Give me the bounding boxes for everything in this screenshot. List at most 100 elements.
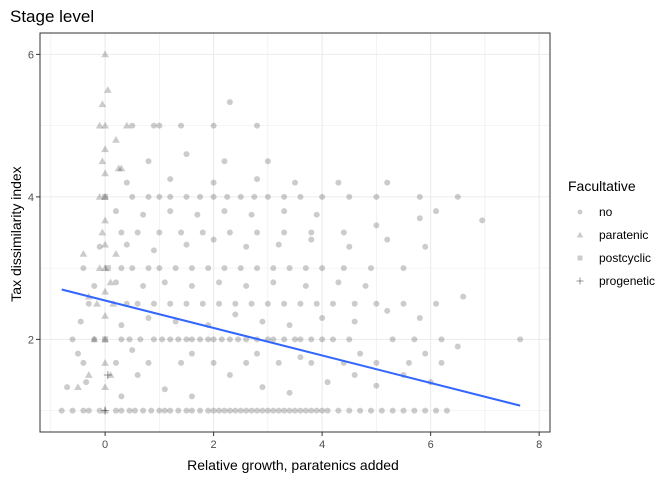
data-point-no (254, 265, 261, 272)
plus-key-icon (576, 277, 584, 285)
data-point-no (248, 407, 255, 414)
data-point-no (156, 122, 163, 129)
data-point-no (319, 315, 326, 321)
data-point-no (85, 407, 92, 414)
data-point-no (400, 300, 407, 307)
data-point-no (373, 193, 380, 200)
data-point-no (167, 193, 174, 200)
data-point-no (302, 265, 309, 272)
x-tick-label: 2 (211, 439, 217, 451)
data-point-no (226, 407, 233, 414)
data-point-paratenic (101, 311, 110, 319)
data-point-no (161, 407, 168, 414)
data-point-no (205, 265, 212, 272)
data-point-no (69, 407, 76, 414)
panel-border (39, 32, 551, 433)
data-point-no (74, 350, 81, 357)
data-point-no (367, 407, 374, 414)
data-point-no (340, 229, 347, 236)
data-point-no (292, 407, 298, 414)
data-point-paratenic (101, 216, 110, 224)
data-point-no (221, 158, 228, 165)
data-point-no (243, 282, 250, 289)
data-point-no (77, 318, 84, 325)
data-point-no (275, 241, 282, 248)
data-point-no (433, 208, 440, 215)
data-point-paratenic (93, 299, 101, 307)
data-point-no (188, 282, 195, 289)
data-point-no (126, 336, 133, 343)
data-point-no (302, 407, 309, 414)
data-point-postcyclic (104, 265, 111, 272)
legend-label: postcyclic (599, 251, 651, 265)
data-point-no (129, 347, 136, 354)
data-point-no (131, 407, 138, 414)
y-tick-label: 6 (28, 49, 34, 61)
data-point-no (232, 407, 239, 414)
trend-line (61, 288, 521, 407)
data-point-paratenic (98, 100, 107, 108)
data-point-no (210, 193, 217, 200)
data-point-no (324, 379, 331, 386)
data-point-no (460, 293, 467, 300)
data-point-no (205, 336, 212, 343)
data-point-no (286, 389, 293, 396)
data-point-no (197, 193, 204, 200)
data-point-no (112, 279, 119, 286)
data-point-no (281, 229, 288, 236)
data-point-no (313, 211, 320, 218)
data-point-no (346, 336, 353, 343)
data-point-no (118, 393, 125, 400)
data-point-no (367, 265, 374, 272)
data-point-no (129, 122, 136, 129)
data-point-no (161, 386, 168, 393)
data-point-no (319, 265, 326, 272)
data-point-paratenic (95, 192, 104, 200)
data-point-no (145, 315, 152, 321)
data-point-no (286, 322, 293, 329)
data-point-no (286, 407, 293, 414)
x-tick-label: 6 (428, 439, 434, 451)
data-point-no (329, 300, 336, 307)
data-point-no (454, 193, 461, 200)
legend-item-no: no (577, 205, 613, 219)
data-point-no (297, 407, 304, 414)
data-point-no (297, 354, 304, 361)
data-point-no (373, 222, 380, 229)
data-point-no (188, 336, 195, 343)
data-point-no (145, 265, 152, 272)
data-point-paratenic (101, 383, 110, 391)
triangle-key-icon (576, 231, 584, 238)
data-point-paratenic (122, 121, 131, 129)
data-point-no (145, 359, 152, 366)
data-point-no (178, 122, 185, 129)
data-point-no (216, 300, 223, 307)
data-points (58, 50, 524, 415)
data-point-paratenic (101, 358, 110, 366)
data-point-no (145, 193, 152, 200)
data-point-no (373, 300, 380, 307)
data-point-no (422, 243, 429, 250)
data-point-no (243, 407, 250, 414)
data-point-no (188, 350, 195, 357)
data-point-no (123, 241, 130, 248)
data-point-paratenic (114, 164, 123, 172)
data-point-no (80, 407, 87, 414)
data-point-no (80, 359, 87, 366)
data-point-no (210, 407, 217, 414)
data-point-paratenic (74, 383, 82, 391)
data-point-no (259, 318, 266, 325)
chart-title: Stage level (10, 7, 94, 26)
data-point-no (237, 407, 244, 414)
data-point-progenetic (103, 371, 112, 379)
data-point-no (216, 279, 223, 286)
data-point-no (224, 193, 231, 200)
data-point-paratenic (112, 135, 120, 143)
data-point-no (438, 359, 445, 366)
data-point-no (140, 282, 147, 289)
data-point-no (411, 336, 418, 343)
data-point-no (405, 359, 412, 366)
data-point-no (85, 300, 92, 307)
data-point-no (216, 407, 223, 414)
data-point-no (384, 236, 391, 243)
